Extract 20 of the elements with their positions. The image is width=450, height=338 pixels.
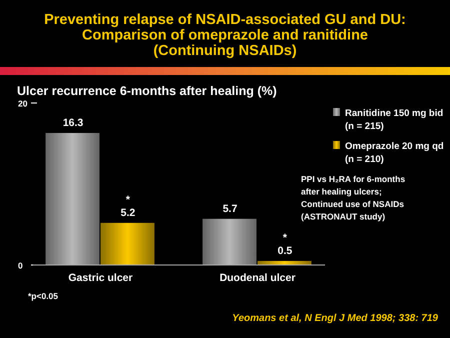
legend-label: Omeprazole 20 mg qd (n = 210) [345, 141, 444, 165]
data-label: 5.2 [120, 206, 136, 219]
legend-label: Ranitidine 150 mg bid (n = 215) [345, 108, 444, 132]
y-tick-label: 0 [18, 260, 23, 270]
data-label: 0.5 [278, 244, 292, 257]
data-label: 5.7 [222, 202, 238, 215]
bar [46, 132, 100, 265]
y-axis-title: Ulcer recurrence 6-months after healing (%) [17, 84, 277, 98]
x-tick-label: Duodenal ulcer [220, 272, 296, 284]
annotation: * [126, 194, 131, 206]
annotation: PPI vs H₂RA for 6-months after healing ulcers; Continued use of NSAIDs (ASTRONAUT study) [301, 174, 406, 222]
text: *p<0.05 [28, 291, 58, 301]
y-tick-label: 20 [18, 98, 28, 108]
bar [202, 218, 256, 265]
x-tick-label: Gastric ulcer [68, 272, 133, 284]
data-label: 16.3 [62, 116, 84, 129]
bar [100, 222, 154, 265]
text: Yeomans et al, N Engl J Med 1998; 338: 719 [232, 313, 438, 324]
annotation: * [282, 232, 288, 244]
chart-title: Preventing relapse of NSAID-associated GU and DU: Comparison of omeprazole and ranitidine (Continuing NSAIDs) [44, 12, 406, 59]
